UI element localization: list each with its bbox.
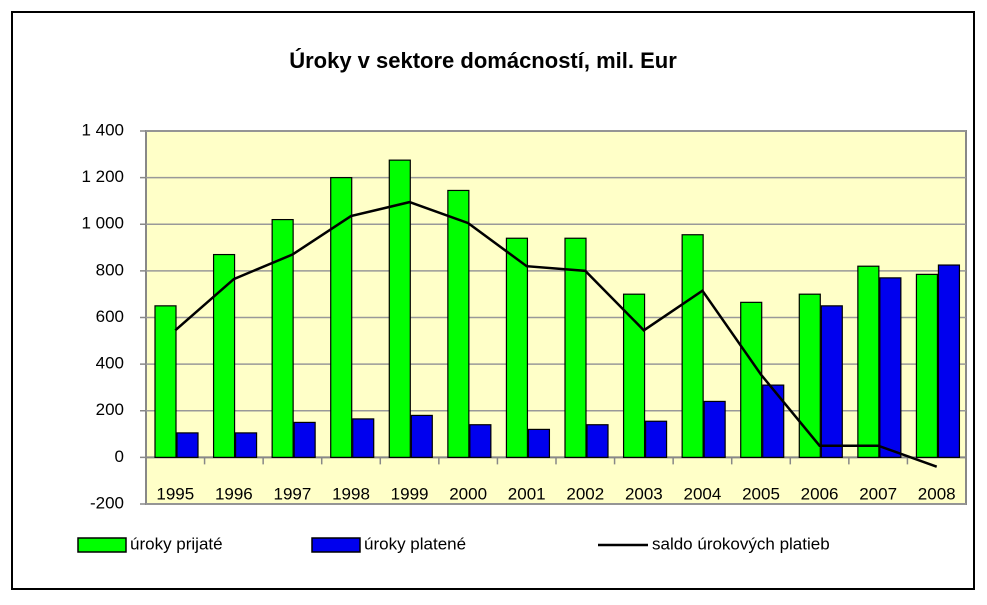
x-tick-label: 2003 [625, 484, 663, 503]
bar [388, 159, 411, 458]
y-tick-label: 0 [115, 447, 124, 466]
bar [586, 424, 609, 458]
y-tick-label: 800 [96, 260, 124, 279]
x-tick-label: 2007 [859, 484, 897, 503]
x-tick-label: 1998 [332, 484, 370, 503]
bar [212, 253, 236, 458]
x-tick-label: 2002 [566, 484, 604, 503]
x-tick-label: 2008 [918, 484, 956, 503]
bar [857, 265, 880, 458]
bar [681, 234, 704, 458]
y-tick-label: 1 400 [81, 120, 124, 139]
bar [740, 301, 763, 458]
bar [820, 305, 843, 458]
x-tick-label: 2004 [684, 484, 722, 503]
x-tick-label: 2001 [508, 484, 546, 503]
x-tick-label: 2000 [449, 484, 487, 503]
bar [622, 293, 646, 458]
y-tick-label: 600 [96, 307, 124, 326]
bar [330, 177, 353, 458]
bar [469, 424, 492, 458]
bar [234, 432, 258, 458]
x-tick-label: 2005 [742, 484, 780, 503]
legend-label: saldo úrokových platieb [652, 534, 830, 553]
bar [703, 400, 726, 458]
bar [564, 237, 587, 458]
bar [154, 305, 177, 458]
bar [644, 420, 668, 458]
bar [352, 418, 375, 458]
y-tick-label: 1 200 [81, 167, 124, 186]
bar [527, 428, 551, 458]
legend-label: úroky platené [364, 534, 466, 553]
x-tick-label: 1999 [391, 484, 429, 503]
y-tick-label: 200 [96, 400, 124, 419]
chart-title: Úroky v sektore domácností, mil. Eur [289, 48, 677, 73]
legend-label: úroky prijaté [130, 534, 223, 553]
bar [798, 293, 821, 458]
bar [293, 421, 316, 458]
bar [271, 218, 294, 458]
x-tick-label: 1995 [156, 484, 194, 503]
bar [176, 432, 199, 458]
x-tick-label: 2006 [801, 484, 839, 503]
x-tick-label: 1997 [274, 484, 312, 503]
legend-swatch [77, 537, 127, 553]
bar [762, 384, 785, 458]
bar [505, 237, 529, 458]
line-series [174, 200, 938, 468]
bar [447, 189, 470, 458]
legend-swatch [311, 537, 361, 553]
bar [410, 414, 433, 458]
x-tick-label: 1996 [215, 484, 253, 503]
bar [879, 277, 902, 458]
y-tick-label: 1 000 [81, 214, 124, 233]
bar [915, 273, 939, 458]
y-tick-label: -200 [90, 493, 124, 512]
bar [937, 264, 961, 458]
y-tick-label: 400 [96, 354, 124, 373]
